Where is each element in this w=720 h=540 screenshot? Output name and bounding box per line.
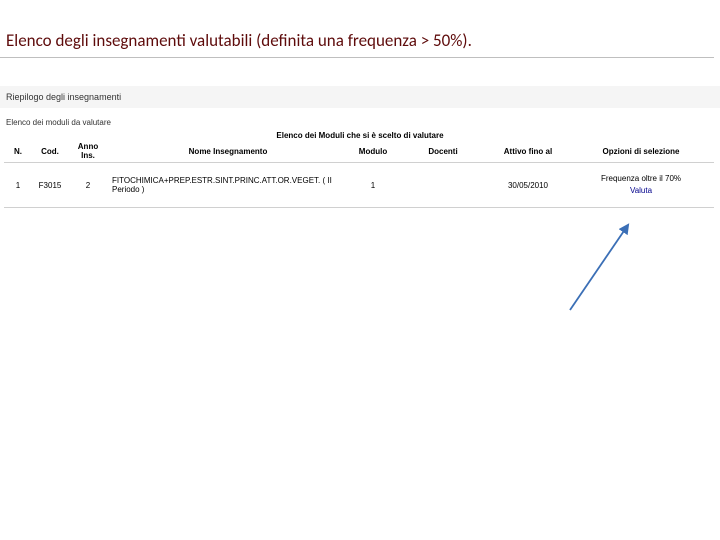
cell-cod: F3015 (32, 163, 68, 208)
cell-docenti (398, 163, 488, 208)
table-row: 1 F3015 2 FITOCHIMICA+PREP.ESTR.SINT.PRI… (4, 163, 714, 208)
cell-modulo: 1 (348, 163, 398, 208)
col-nome: Nome Insegnamento (108, 140, 348, 163)
section-summary-bar: Riepilogo degli insegnamenti (0, 86, 720, 108)
page-title: Elenco degli insegnamenti valutabili (de… (0, 0, 714, 58)
table-header-row: N. Cod. Anno Ins. Nome Insegnamento Modu… (4, 140, 714, 163)
cell-nome: FITOCHIMICA+PREP.ESTR.SINT.PRINC.ATT.OR.… (108, 163, 348, 208)
cell-n: 1 (4, 163, 32, 208)
frequency-note: Frequenza oltre il 70% (572, 173, 710, 185)
col-anno: Anno Ins. (68, 140, 108, 163)
col-docenti: Docenti (398, 140, 488, 163)
cell-opzioni: Frequenza oltre il 70% Valuta (568, 163, 714, 208)
col-n: N. (4, 140, 32, 163)
cell-anno: 2 (68, 163, 108, 208)
col-modulo: Modulo (348, 140, 398, 163)
modules-table: N. Cod. Anno Ins. Nome Insegnamento Modu… (4, 140, 714, 208)
modules-table-title: Elenco dei Moduli che si è scelto di val… (0, 129, 720, 140)
valuta-link[interactable]: Valuta (572, 185, 710, 197)
cell-attivo: 30/05/2010 (488, 163, 568, 208)
modules-subhead: Elenco dei moduli da valutare (0, 118, 720, 129)
annotation-arrow (0, 0, 720, 540)
col-cod: Cod. (32, 140, 68, 163)
col-opzioni: Opzioni di selezione (568, 140, 714, 163)
col-attivo: Attivo fino al (488, 140, 568, 163)
